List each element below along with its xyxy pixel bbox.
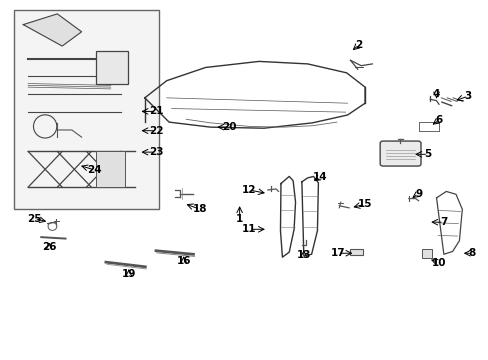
Text: 22: 22 <box>148 126 163 136</box>
Text: 12: 12 <box>242 185 256 195</box>
FancyBboxPatch shape <box>379 141 420 166</box>
Bar <box>421 249 431 258</box>
Text: 26: 26 <box>41 242 56 252</box>
Bar <box>96 152 125 187</box>
Text: 21: 21 <box>148 107 163 116</box>
Text: 9: 9 <box>414 189 421 199</box>
Text: 15: 15 <box>357 199 371 209</box>
Text: 4: 4 <box>432 89 439 99</box>
Text: 14: 14 <box>312 172 326 182</box>
Text: 11: 11 <box>242 224 256 234</box>
Text: 3: 3 <box>464 91 471 101</box>
Text: 25: 25 <box>27 213 41 224</box>
Text: 24: 24 <box>87 165 102 175</box>
Bar <box>14 10 159 208</box>
Text: 23: 23 <box>148 147 163 157</box>
Bar <box>350 249 363 255</box>
Text: 13: 13 <box>296 250 310 260</box>
Text: 10: 10 <box>431 258 446 268</box>
Text: 8: 8 <box>468 248 475 258</box>
Text: 2: 2 <box>354 40 362 50</box>
Text: 20: 20 <box>221 122 236 132</box>
Text: 5: 5 <box>424 149 431 159</box>
Text: 19: 19 <box>122 269 136 279</box>
Text: 6: 6 <box>434 115 442 125</box>
Bar <box>96 51 127 84</box>
Text: 17: 17 <box>330 248 345 258</box>
Polygon shape <box>23 14 81 46</box>
Text: 7: 7 <box>439 217 447 227</box>
Text: 18: 18 <box>192 204 206 214</box>
Text: 16: 16 <box>176 256 191 266</box>
Text: 1: 1 <box>236 214 243 224</box>
